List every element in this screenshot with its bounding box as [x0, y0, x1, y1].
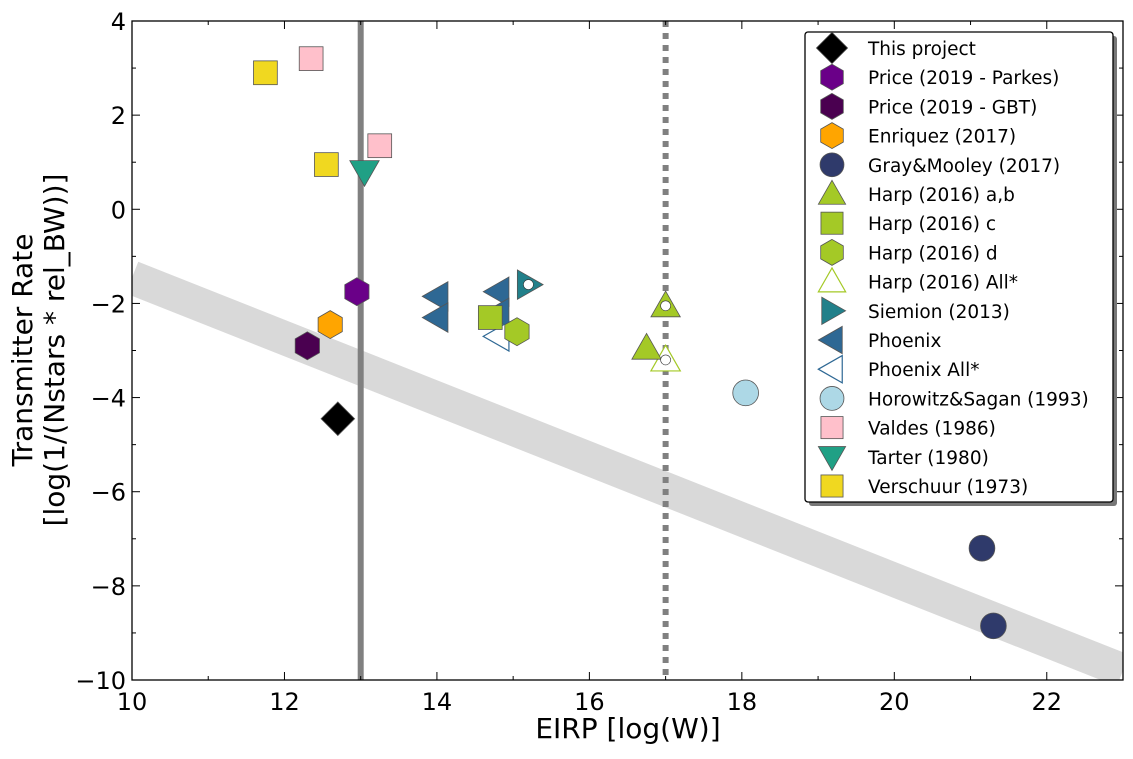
legend-marker: [820, 238, 844, 266]
legend-label: Harp (2016) a,b: [868, 185, 1015, 206]
y-axis-ticks: 4 2 0 −2 −4 −6 −8 −10: [75, 8, 1123, 695]
legend-marker: [819, 386, 845, 411]
legend-label: Gray&Mooley (2017): [868, 156, 1060, 177]
legend-label: Harp (2016) d: [868, 243, 998, 264]
data-point: [421, 302, 449, 333]
y-tick-label: −8: [91, 573, 126, 601]
legend-label: Phoenix All*: [868, 360, 979, 381]
x-tick-label: 16: [574, 688, 605, 716]
data-point: [349, 160, 380, 188]
legend-label: Valdes (1986): [868, 419, 996, 440]
legend-label: Price (2019 - Parkes): [868, 68, 1059, 89]
legend-label: Horowitz&Sagan (1993): [868, 389, 1089, 410]
y-axis-label-line2: [log(1/(Nstars * rel_BW))]: [38, 174, 71, 527]
y-tick-label: 0: [111, 196, 126, 224]
data-point: [317, 310, 343, 340]
legend-marker: [820, 122, 844, 150]
legend-marker: [817, 446, 847, 472]
y-tick-label: −10: [75, 667, 126, 695]
data-point: [421, 280, 449, 312]
x-tick-label: 18: [727, 688, 758, 716]
y-tick-label: 4: [111, 8, 126, 36]
legend-marker: [819, 152, 845, 178]
x-tick-label: 14: [422, 688, 453, 716]
data-point: [631, 332, 662, 360]
data-point: [367, 133, 393, 159]
data-point-highlight: [660, 300, 671, 312]
x-tick-label: 20: [879, 688, 910, 716]
x-tick-label: 12: [269, 688, 300, 716]
data-point: [320, 401, 356, 437]
legend-label: Harp (2016) c: [868, 214, 996, 235]
legend-label: Price (2019 - GBT): [868, 97, 1037, 118]
data-point: [482, 276, 510, 308]
reference-lines-layer: [357, 21, 669, 680]
y-axis-label-line1: Transmitter Rate: [6, 234, 39, 468]
x-axis-ticks: 10 12 14 16 18 20 22: [117, 21, 1124, 716]
legend-marker: [820, 474, 844, 498]
legend-label: Tarter (1980): [867, 448, 989, 469]
legend-label: Verschuur (1973): [868, 477, 1028, 498]
legend-marker: [820, 416, 844, 440]
data-point: [298, 46, 324, 71]
legend-marker: [820, 92, 844, 120]
legend-marker: [821, 296, 847, 326]
data-point-highlight: [523, 279, 534, 290]
legend: This project Price (2019 - Parkes) Price (…: [804, 31, 1117, 506]
legend-label: This project: [867, 39, 976, 60]
data-point: [344, 277, 370, 307]
legend-box: [804, 31, 1114, 503]
x-tick-label: 10: [117, 688, 148, 716]
data-point: [294, 331, 320, 361]
y-tick-label: −4: [91, 385, 126, 413]
legend-marker: [817, 325, 843, 355]
legend-label: Harp (2016) All*: [868, 273, 1018, 294]
legend-label: Enriquez (2017): [868, 127, 1016, 148]
legend-label: Phoenix: [868, 331, 941, 352]
legend-marker: [820, 63, 844, 91]
legend-marker: [817, 266, 847, 293]
data-points-layer: [253, 46, 1007, 640]
data-point-highlight: [660, 354, 671, 366]
data-point: [732, 379, 759, 407]
y-tick-label: 2: [111, 102, 126, 130]
data-point: [253, 60, 278, 86]
legend-marker: [820, 211, 844, 235]
data-point: [314, 152, 339, 177]
y-tick-label: −2: [91, 290, 126, 318]
data-point: [968, 534, 996, 562]
legend-marker: [817, 354, 843, 384]
data-point: [477, 305, 503, 330]
legend-marker: [815, 31, 849, 65]
data-point: [980, 612, 1007, 640]
legend-label: Siemion (2013): [868, 302, 1010, 323]
x-axis-label: EIRP [log(W)]: [535, 712, 720, 745]
x-tick-label: 22: [1031, 688, 1062, 716]
data-point: [504, 317, 530, 347]
y-tick-label: −6: [91, 479, 126, 507]
legend-marker: [817, 179, 847, 205]
